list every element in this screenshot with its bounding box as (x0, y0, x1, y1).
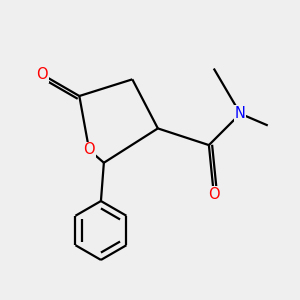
Text: O: O (36, 67, 48, 82)
Text: N: N (235, 106, 246, 121)
Text: O: O (208, 187, 220, 202)
Text: O: O (83, 142, 95, 158)
